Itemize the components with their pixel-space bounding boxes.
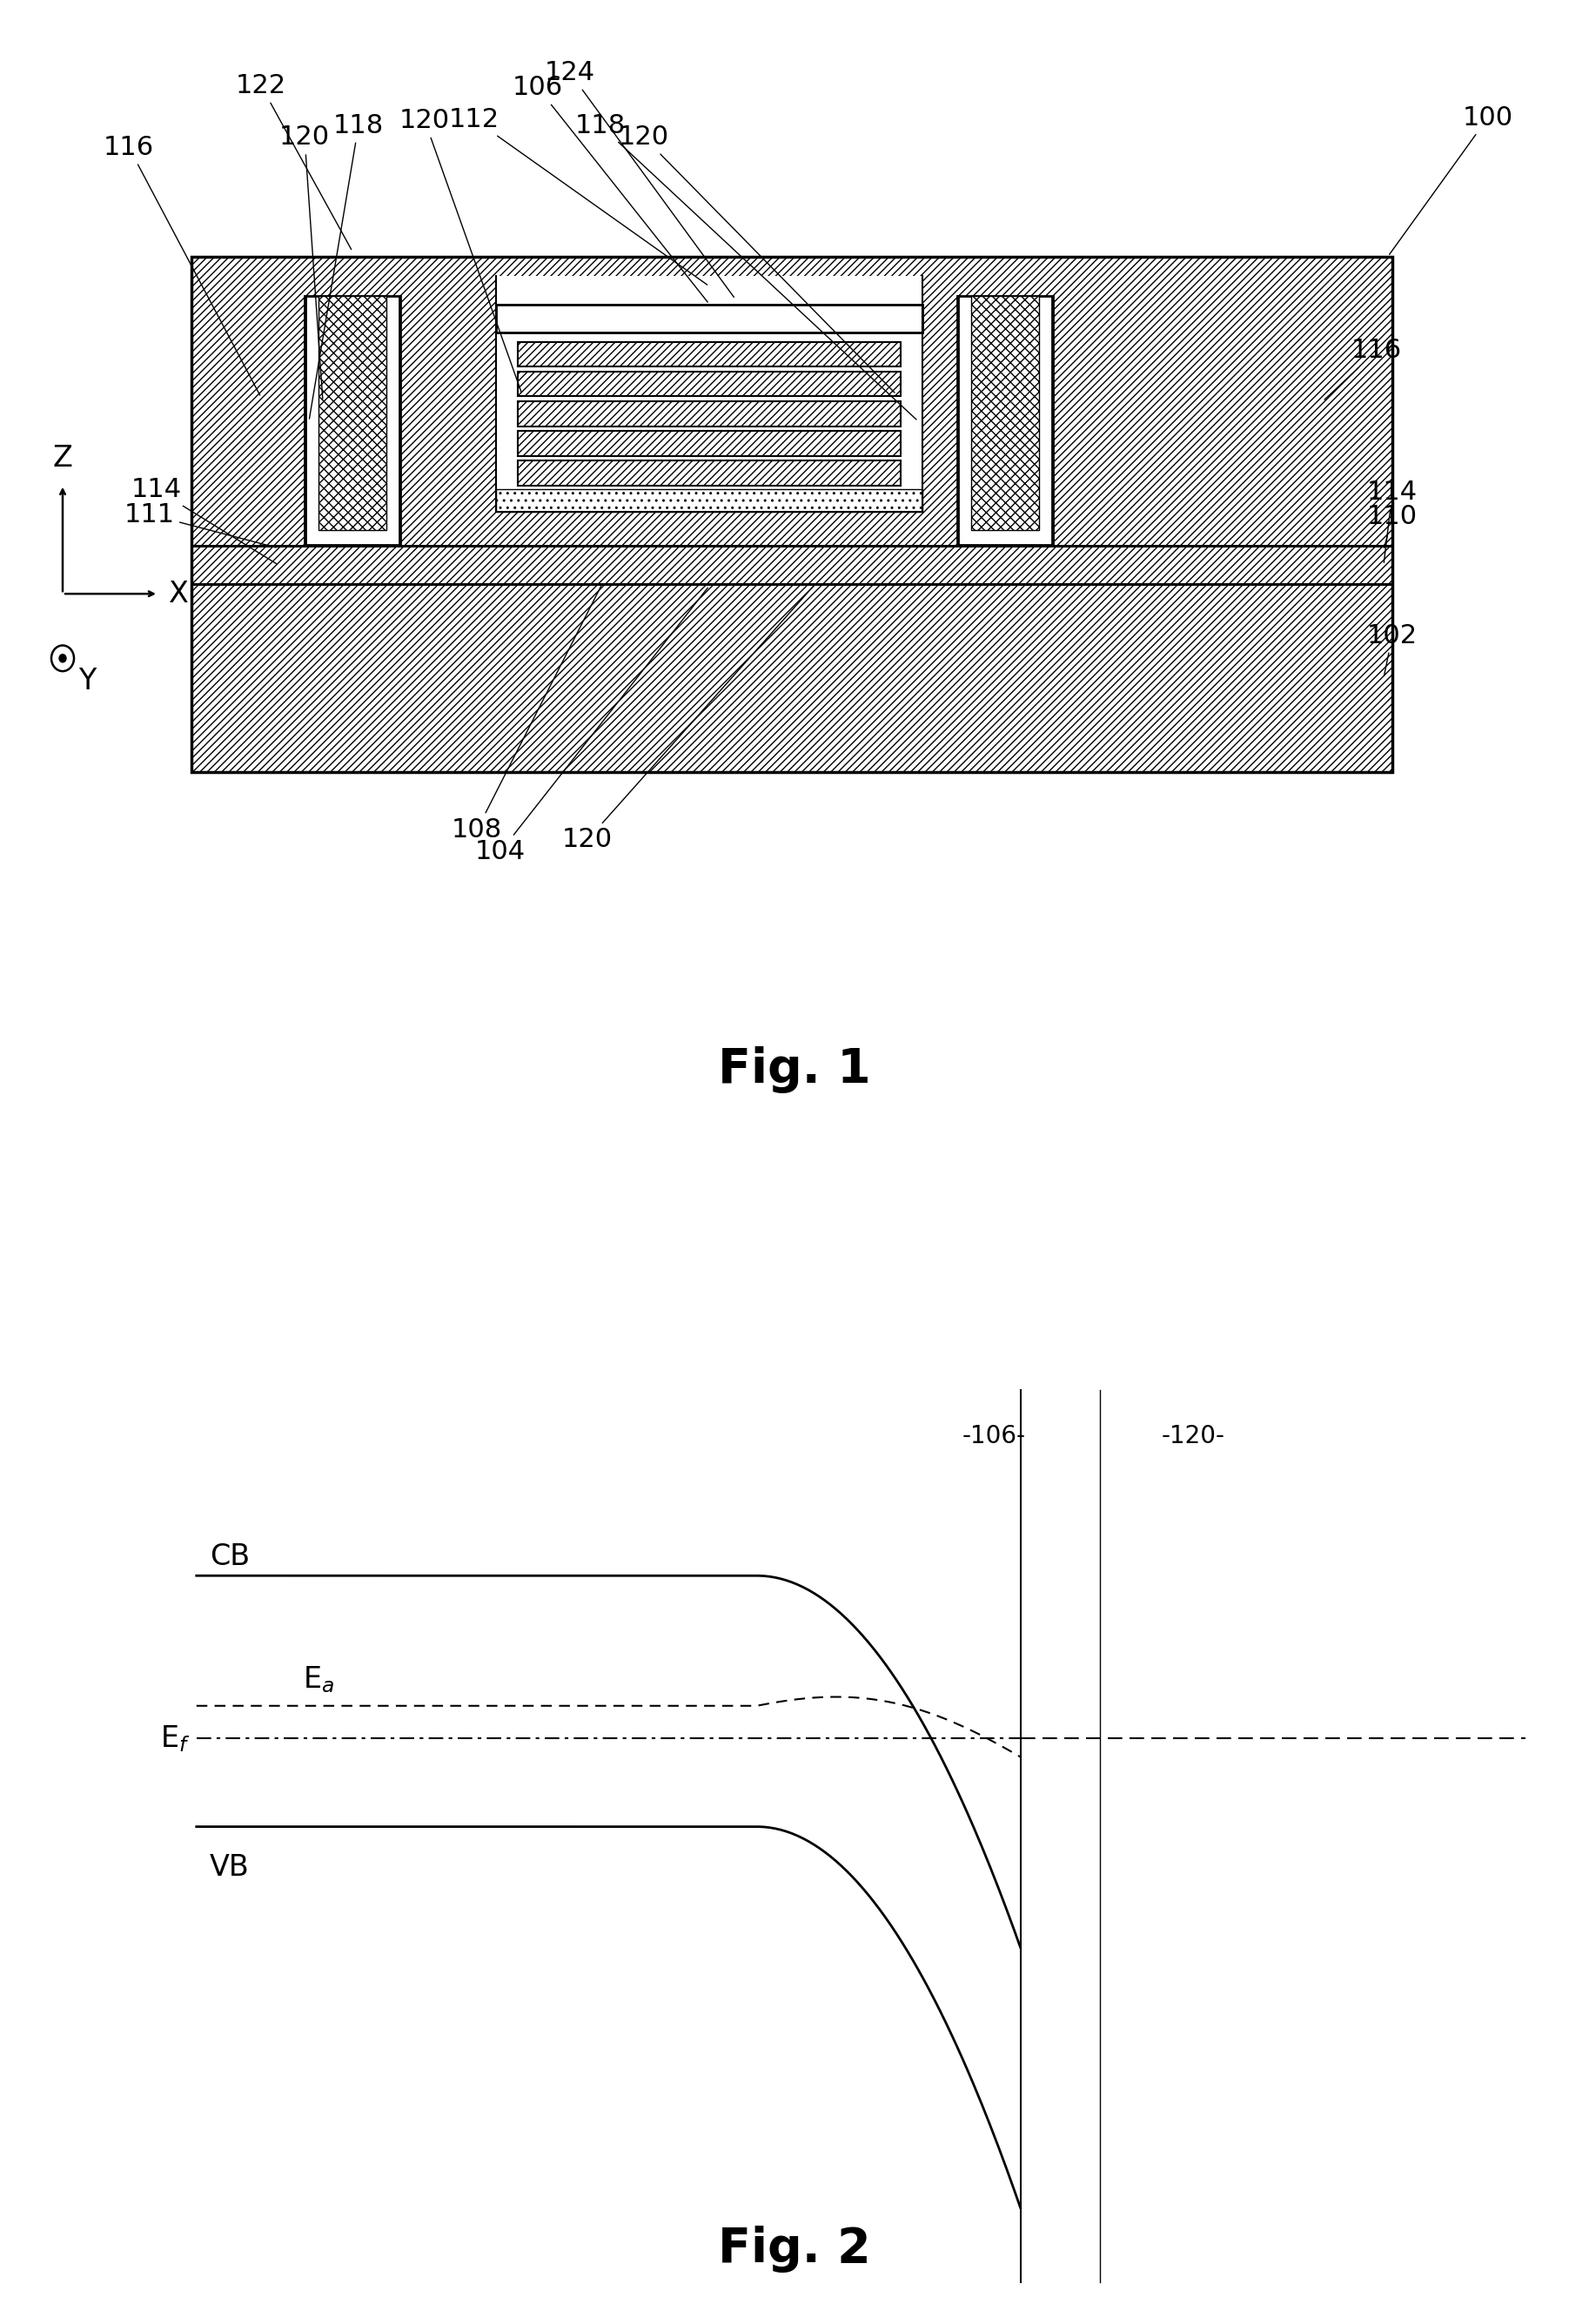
Text: Z: Z [52, 444, 73, 472]
Bar [305, 295, 400, 546]
Bar [496, 490, 923, 511]
Text: 102: 102 [1367, 623, 1417, 676]
Text: 114: 114 [1367, 481, 1417, 562]
Text: 118: 118 [575, 114, 917, 421]
Text: 120: 120 [563, 586, 814, 853]
Text: E$_a$: E$_a$ [303, 1664, 334, 1694]
Text: Fig. 1: Fig. 1 [718, 1046, 871, 1095]
Bar [496, 277, 923, 511]
Text: -106-: -106- [961, 1425, 1025, 1448]
Text: 116: 116 [1325, 337, 1401, 400]
Text: X: X [168, 579, 189, 609]
Text: Y: Y [78, 667, 95, 695]
Text: 112: 112 [450, 107, 707, 286]
Text: 124: 124 [545, 60, 734, 297]
Bar [191, 546, 1392, 583]
Text: 114: 114 [132, 476, 276, 565]
Bar [958, 295, 1052, 546]
Text: 111: 111 [124, 502, 276, 548]
Bar [518, 372, 901, 397]
Text: 120: 120 [399, 107, 521, 393]
Text: 120: 120 [618, 125, 895, 393]
Bar [191, 256, 1392, 772]
Text: VB: VB [210, 1852, 249, 1882]
Bar [318, 295, 386, 530]
Bar [305, 295, 399, 546]
Text: 106: 106 [513, 74, 707, 302]
Bar [496, 304, 923, 332]
Circle shape [59, 655, 67, 662]
Bar [971, 295, 1039, 530]
Text: 122: 122 [235, 72, 351, 249]
Text: -120-: -120- [1162, 1425, 1225, 1448]
Text: 120: 120 [280, 125, 331, 400]
Bar [957, 295, 1054, 546]
Text: 116: 116 [103, 135, 261, 395]
Text: 108: 108 [451, 586, 601, 844]
Text: E$_f$: E$_f$ [160, 1724, 189, 1752]
Bar [191, 583, 1392, 772]
Bar [518, 342, 901, 367]
Text: CB: CB [210, 1543, 249, 1571]
Text: 110: 110 [1367, 504, 1417, 548]
Bar [518, 430, 901, 456]
Text: 104: 104 [475, 588, 707, 865]
Bar [518, 460, 901, 486]
Bar [191, 256, 1392, 546]
Text: 118: 118 [310, 114, 385, 418]
Text: Fig. 2: Fig. 2 [718, 2226, 871, 2273]
Text: 100: 100 [1389, 105, 1513, 253]
Bar [518, 402, 901, 425]
